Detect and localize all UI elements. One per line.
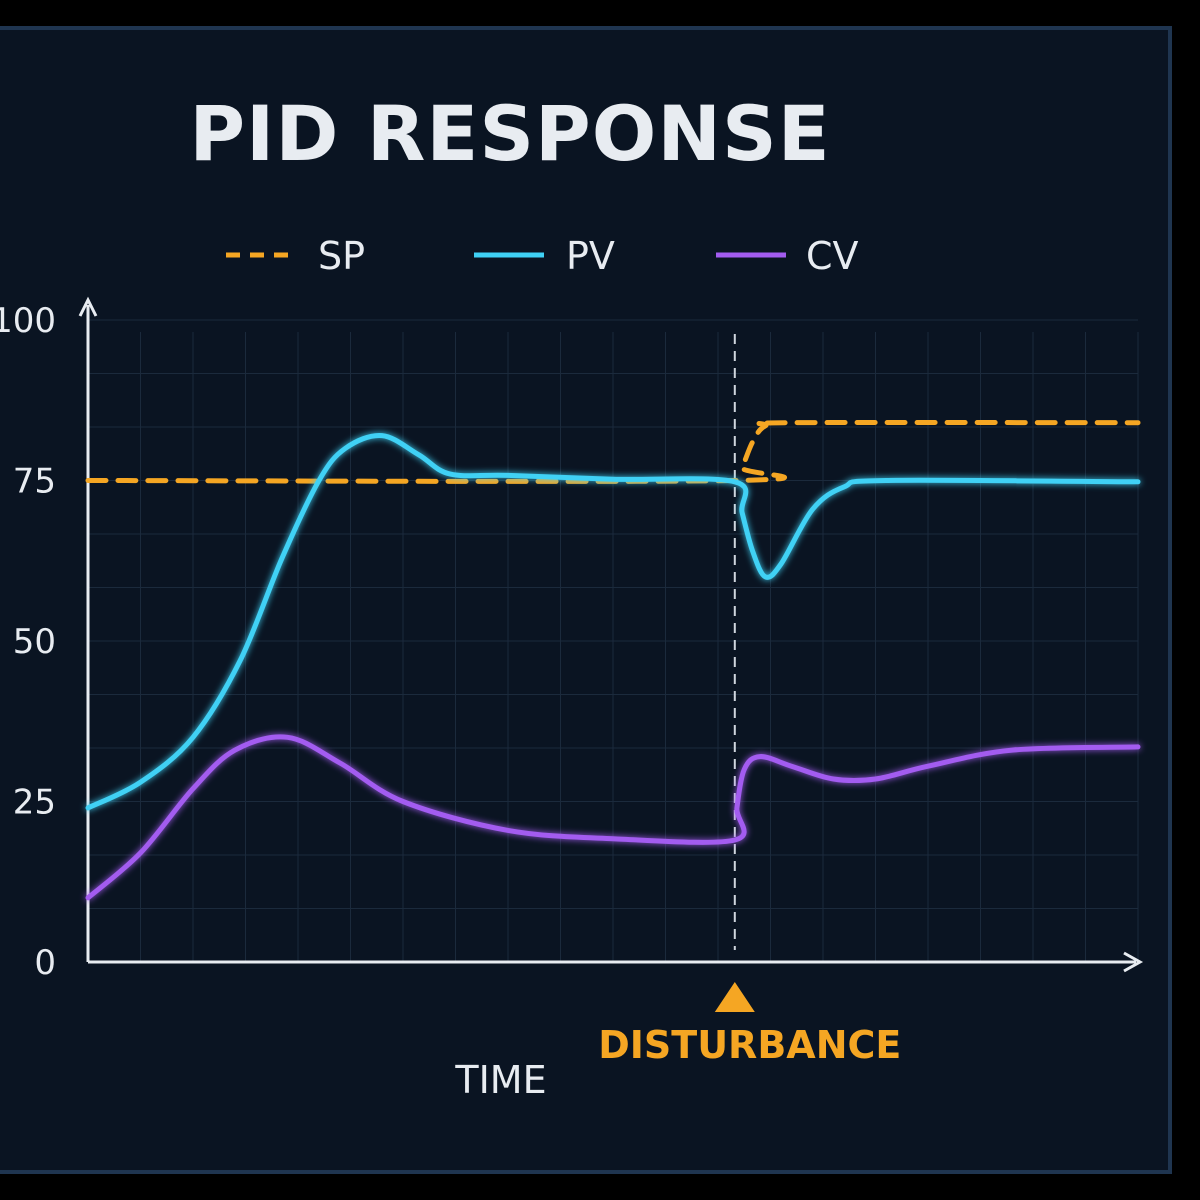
x-axis-arrow <box>1123 951 1144 973</box>
y-tick-label: 50 <box>13 622 56 662</box>
legend: SP PV CV <box>226 234 859 278</box>
x-axis-label: TIME <box>454 1058 546 1102</box>
disturbance-marker <box>714 982 755 1012</box>
series-line-cv <box>85 734 1141 901</box>
y-tick-label: 100 <box>0 301 56 341</box>
y-axis-arrow <box>78 296 98 317</box>
y-tick-label: 75 <box>13 462 56 502</box>
y-tick-label: 0 <box>34 943 56 983</box>
disturbance-label: DISTURBANCE <box>598 1023 901 1067</box>
y-tick-label: 25 <box>13 783 56 823</box>
grid <box>88 319 1139 962</box>
chart-title: PID RESPONSE <box>189 89 830 178</box>
series-line-sp <box>85 419 1141 484</box>
chart-panel <box>0 26 1172 1174</box>
series-lines <box>85 419 1141 901</box>
legend-label-sp: SP <box>318 234 365 278</box>
axes <box>78 296 1144 973</box>
legend-label-pv: PV <box>566 234 615 278</box>
legend-label-cv: CV <box>806 234 859 278</box>
series-line-pv <box>85 433 1141 811</box>
y-tick-labels: 0 25 50 75 100 <box>0 301 56 983</box>
